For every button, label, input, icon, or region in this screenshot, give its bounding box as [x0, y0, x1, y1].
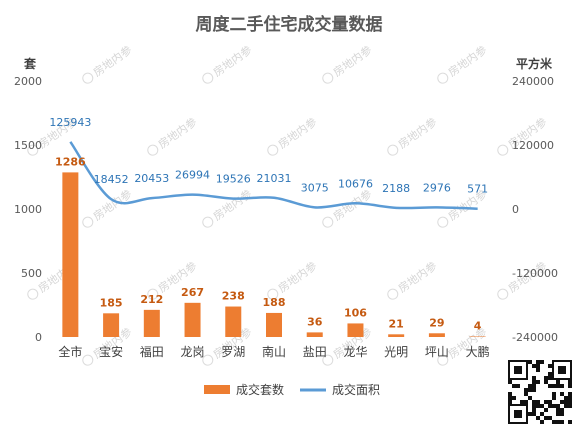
- bar-value-label: 106: [344, 306, 367, 319]
- svg-text:房地内参: 房地内参: [395, 259, 439, 296]
- category-label: 南山: [262, 344, 286, 359]
- category-label: 宝安: [99, 344, 123, 359]
- bar: [469, 336, 486, 337]
- bar-value-label: 29: [429, 316, 444, 329]
- line-value-label: 3075: [301, 181, 329, 194]
- right-tick-label: 0: [512, 203, 519, 216]
- legend-label-line: 成交面积: [332, 382, 380, 397]
- line-value-label: 10676: [338, 177, 373, 190]
- bar: [428, 333, 445, 337]
- line-value-label: 19526: [216, 173, 251, 186]
- right-tick-label: 240000: [512, 75, 554, 88]
- svg-text:房地内参: 房地内参: [90, 43, 134, 80]
- category-label: 光明: [384, 345, 408, 359]
- bar-value-label: 212: [140, 293, 163, 306]
- svg-text:房地内参: 房地内参: [155, 115, 199, 152]
- legend-swatch-bar: [204, 385, 230, 394]
- watermark: 房地内参: [82, 187, 134, 228]
- left-tick-label: 1500: [14, 139, 42, 152]
- bar-value-label: 188: [263, 296, 286, 309]
- svg-text:房地内参: 房地内参: [445, 43, 489, 80]
- bar: [388, 334, 405, 337]
- watermark: 房地内参: [82, 43, 134, 84]
- watermark: 房地内参: [387, 115, 439, 156]
- svg-text:房地内参: 房地内参: [275, 259, 319, 296]
- category-label: 龙岗: [181, 345, 205, 359]
- right-tick-label: -240000: [512, 331, 558, 344]
- bar: [306, 332, 323, 337]
- bar-value-label: 1286: [55, 155, 86, 168]
- watermark: 房地内参: [437, 43, 489, 84]
- left-tick-label: 0: [35, 331, 42, 344]
- left-axis-ticks: 0 500 1000 1500 2000: [14, 75, 42, 344]
- line-series: [69, 141, 478, 210]
- category-label: 罗湖: [221, 344, 245, 359]
- right-tick-label: 120000: [512, 139, 554, 152]
- area-line-path: [69, 141, 478, 210]
- bar-value-label: 238: [222, 290, 245, 303]
- line-value-label: 18452: [94, 173, 129, 186]
- bar-series: [62, 172, 486, 337]
- chart-title: 周度二手住宅成交量数据: [196, 14, 383, 35]
- bar-value-label: 185: [100, 296, 123, 309]
- svg-text:房地内参: 房地内参: [90, 187, 134, 224]
- category-label: 盐田: [303, 345, 327, 359]
- watermark: 房地内参: [322, 43, 374, 84]
- line-value-label: 2976: [423, 181, 451, 194]
- watermark: 房地内参: [497, 115, 549, 156]
- svg-text:房地内参: 房地内参: [210, 43, 254, 80]
- bar-value-label: 4: [474, 319, 482, 332]
- category-label: 全市: [58, 344, 82, 359]
- bar: [184, 302, 201, 337]
- watermark: 房地内参: [202, 43, 254, 84]
- watermark: 房地内参: [202, 187, 254, 228]
- svg-text:房地内参: 房地内参: [275, 115, 319, 152]
- svg-text:房地内参: 房地内参: [210, 187, 254, 224]
- left-tick-label: 1000: [14, 203, 42, 216]
- bar: [143, 309, 160, 337]
- category-labels: 全市 宝安 福田 龙岗 罗湖 南山 盐田 龙华 光明 坪山 大鹏: [58, 344, 489, 359]
- watermark: 房地内参: [387, 259, 439, 300]
- bar: [225, 306, 242, 337]
- bar-value-label: 267: [181, 286, 204, 299]
- line-value-label: 571: [467, 183, 488, 196]
- right-axis-label: 平方米: [516, 56, 553, 71]
- category-label: 坪山: [425, 345, 449, 359]
- watermark: 房地内参: [497, 259, 549, 300]
- category-label: 龙华: [343, 345, 367, 359]
- svg-text:房地内参: 房地内参: [330, 43, 374, 80]
- legend-label-bar: 成交套数: [236, 382, 284, 397]
- watermark: 房地内参: [147, 115, 199, 156]
- right-axis-ticks: -240000 -120000 0 120000 240000: [512, 75, 558, 344]
- bar-data-labels: 1286 185 212 267 238 188 36 106 21 29 4: [55, 155, 482, 332]
- line-value-label: 21031: [257, 172, 292, 185]
- category-label: 大鹏: [466, 345, 490, 359]
- left-axis-label: 套: [23, 56, 37, 71]
- bar-value-label: 21: [389, 317, 404, 330]
- category-label: 福田: [140, 344, 164, 359]
- line-value-label: 125943: [49, 116, 91, 129]
- bar: [266, 312, 282, 337]
- right-tick-label: -120000: [512, 267, 558, 280]
- bar-value-label: 36: [307, 315, 323, 328]
- legend: 成交套数 成交面积: [204, 382, 380, 397]
- bar: [103, 313, 120, 337]
- svg-text:房地内参: 房地内参: [395, 115, 439, 152]
- watermark: 房地内参: [267, 115, 319, 156]
- line-data-labels: 125943 18452 20453 26994 19526 21031 3075 10676…: [49, 116, 488, 196]
- qr-code-image: [506, 358, 574, 426]
- bar: [62, 172, 79, 337]
- bar: [347, 323, 364, 337]
- left-tick-label: 2000: [14, 75, 42, 88]
- left-tick-label: 500: [21, 267, 42, 280]
- line-value-label: 20453: [134, 172, 169, 185]
- line-value-label: 26994: [175, 169, 210, 182]
- line-value-label: 2188: [382, 182, 410, 195]
